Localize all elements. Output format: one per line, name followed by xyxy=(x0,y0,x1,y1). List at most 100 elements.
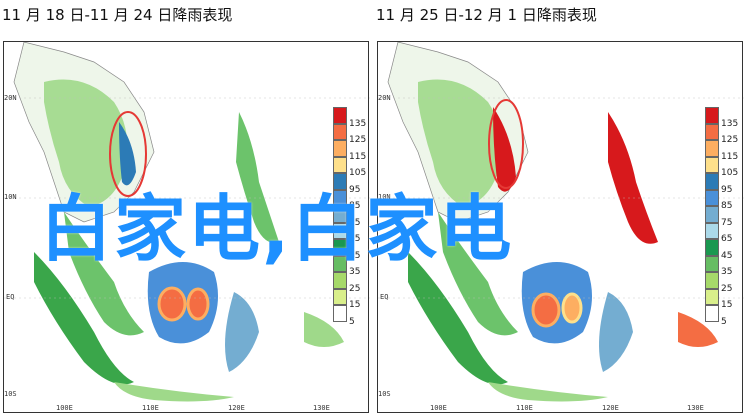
map-frame xyxy=(377,41,744,413)
legend-swatch xyxy=(333,173,347,190)
legend-label: 85 xyxy=(349,201,361,211)
heavy-core-2 xyxy=(186,287,210,321)
legend-label: 135 xyxy=(349,118,367,129)
color-legend: 135 125 115 105 95 85 75 65 45 35 25 15 5 xyxy=(705,107,738,332)
legend-label: 85 xyxy=(721,201,733,211)
lat-label-20n: 20N xyxy=(378,94,391,102)
heavy-core-1 xyxy=(531,292,561,328)
lon-label-110e: 110E xyxy=(142,404,159,412)
lat-label-10n: 10N xyxy=(4,193,17,201)
legend-label: 125 xyxy=(721,135,739,145)
highlight-circle xyxy=(488,99,524,189)
legend-swatch xyxy=(705,272,719,289)
legend-label: 115 xyxy=(349,151,367,162)
lat-label-eq: EQ xyxy=(380,293,389,301)
legend-label: 45 xyxy=(721,250,733,261)
legend-swatch xyxy=(333,140,347,157)
legend-swatch xyxy=(705,140,719,157)
legend-swatch xyxy=(705,173,719,190)
legend-label: 45 xyxy=(349,250,361,261)
rain-philippines xyxy=(608,112,658,244)
legend-swatch xyxy=(333,156,347,173)
legend-swatch xyxy=(705,239,719,256)
legend-label: 115 xyxy=(721,151,739,162)
rain-malay xyxy=(438,212,518,336)
rainfall-panel-week2: 11 月 25 日-12 月 1 日降雨表现 20N 10N EQ 10S 10… xyxy=(374,0,748,419)
lat-label-10s: 10S xyxy=(4,390,17,398)
legend-swatch xyxy=(333,222,347,239)
legend-label: 5 xyxy=(349,316,355,327)
lon-label-100e: 100E xyxy=(430,404,447,412)
watermark-text: 白家电,白家电 xyxy=(40,187,514,271)
legend-label: 35 xyxy=(349,267,361,277)
legend-label: 125 xyxy=(349,135,367,145)
panel-title: 11 月 18 日-11 月 24 日降雨表现 xyxy=(2,6,233,24)
legend-label: 65 xyxy=(721,234,733,244)
legend-swatch xyxy=(333,206,347,223)
lon-label-110e: 110E xyxy=(516,404,533,412)
rainfall-map xyxy=(4,42,370,402)
legend-swatch xyxy=(333,305,347,322)
rain-vietnam-coast xyxy=(119,122,136,186)
legend-swatch xyxy=(333,272,347,289)
rain-java xyxy=(488,382,608,402)
legend-label: 105 xyxy=(721,168,739,178)
legend-swatch xyxy=(705,107,719,124)
legend-label: 95 xyxy=(349,184,361,195)
map-frame xyxy=(3,41,370,413)
legend-label: 35 xyxy=(721,267,733,277)
legend-swatch xyxy=(705,222,719,239)
highlight-circle xyxy=(109,111,147,197)
legend-label: 15 xyxy=(721,300,733,310)
legend-swatch xyxy=(705,123,719,140)
legend-label: 105 xyxy=(349,168,367,178)
legend-swatch xyxy=(333,255,347,272)
lon-label-120e: 120E xyxy=(602,404,619,412)
legend-label: 75 xyxy=(349,217,361,228)
lon-label-120e: 120E xyxy=(228,404,245,412)
legend-swatch xyxy=(333,288,347,305)
panel-title: 11 月 25 日-12 月 1 日降雨表现 xyxy=(376,6,597,24)
legend-label: 95 xyxy=(721,184,733,195)
rain-newguinea xyxy=(678,312,718,347)
rain-sumatra xyxy=(34,252,134,385)
heavy-core-1 xyxy=(157,286,187,322)
legend-label: 25 xyxy=(349,283,361,294)
lat-label-20n: 20N xyxy=(4,94,17,102)
rain-philippines xyxy=(236,112,279,243)
legend-swatch xyxy=(705,189,719,206)
legend-swatch xyxy=(333,123,347,140)
lat-label-10s: 10S xyxy=(378,390,391,398)
rainfall-panel-week1: 11 月 18 日-11 月 24 日降雨表现 20N 10N EQ 1 xyxy=(0,0,372,419)
rain-java xyxy=(114,382,234,402)
lon-label-130e: 130E xyxy=(687,404,704,412)
lon-label-130e: 130E xyxy=(313,404,330,412)
rain-sumatra xyxy=(408,252,508,385)
rain-malay xyxy=(64,212,144,336)
legend-label: 25 xyxy=(721,283,733,294)
rain-indochina xyxy=(418,79,502,207)
lat-label-eq: EQ xyxy=(6,293,15,301)
legend-swatch xyxy=(333,239,347,256)
legend-label: 75 xyxy=(721,217,733,228)
lat-label-10n: 10N xyxy=(378,193,391,201)
legend-swatch xyxy=(705,156,719,173)
rain-vietnam-coast xyxy=(493,107,516,192)
legend-swatch xyxy=(705,305,719,322)
legend-label: 65 xyxy=(349,234,361,244)
legend-label: 5 xyxy=(721,316,727,327)
color-legend: 135 125 115 105 95 85 75 65 45 35 25 15 5 xyxy=(333,107,366,332)
heavy-core-2 xyxy=(561,292,583,324)
legend-label: 15 xyxy=(349,300,361,310)
rain-sulawesi xyxy=(225,292,259,372)
legend-label: 135 xyxy=(721,118,739,129)
legend-swatch xyxy=(705,255,719,272)
rain-newguinea xyxy=(304,312,344,347)
rainfall-map xyxy=(378,42,744,402)
rain-indochina xyxy=(44,79,128,207)
legend-swatch xyxy=(705,206,719,223)
legend-swatch xyxy=(333,107,347,124)
rain-sulawesi xyxy=(599,292,633,372)
lon-label-100e: 100E xyxy=(56,404,73,412)
legend-swatch xyxy=(333,189,347,206)
